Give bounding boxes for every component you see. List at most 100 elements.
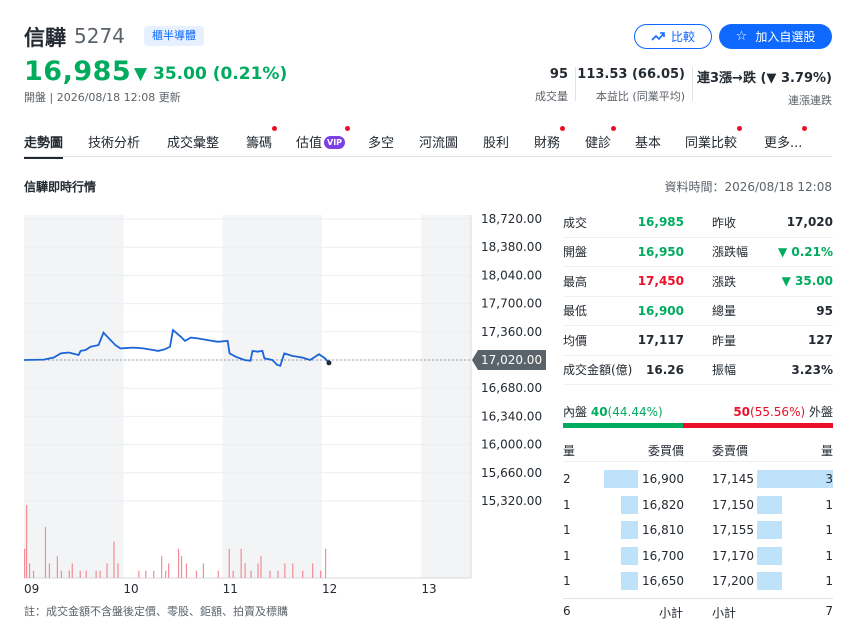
bid-qty: 1 xyxy=(563,548,571,563)
y-tick-label: 18,040.00 xyxy=(481,268,542,282)
ask-price[interactable]: 17,145 xyxy=(712,472,754,486)
tab-label: 走勢圖 xyxy=(24,136,64,151)
quote-value: ▼ 0.21% xyxy=(777,244,833,259)
x-tick-label: 11 xyxy=(223,582,238,596)
section-title: 信驊即時行情 xyxy=(24,180,97,194)
price-change: ▼ 35.00 (0.21%) xyxy=(134,64,287,84)
ask-volume-bar xyxy=(757,546,782,565)
volume-bar xyxy=(32,570,35,578)
data-time: 資料時間：2026/08/18 12:08 xyxy=(664,180,832,194)
price-change-value: 35.00 (0.21%) xyxy=(153,64,288,84)
volume-bar xyxy=(161,556,163,578)
update-time: 開盤 | 2026/08/18 12:08 更新 xyxy=(24,91,181,104)
bid-price[interactable]: 16,810 xyxy=(642,523,684,537)
notification-dot xyxy=(802,126,808,131)
industry-tag[interactable]: 櫃半導體 xyxy=(144,26,204,46)
stock-code: 5274 xyxy=(74,24,125,48)
ask-price[interactable]: 17,170 xyxy=(712,548,754,563)
reference-label: 17,020.00 xyxy=(481,353,542,367)
quote-value: 3.23% xyxy=(791,362,833,377)
bid-volume-bar xyxy=(621,572,638,590)
compare-icon xyxy=(651,31,665,41)
notification-dot xyxy=(737,126,743,131)
ask-price[interactable]: 17,150 xyxy=(712,497,754,512)
volume-bar xyxy=(68,570,70,578)
order-book-header: 量 委買價 委賣價 量 xyxy=(563,442,833,462)
stat-volume-label: 成交量 xyxy=(535,90,568,103)
quote-row: 均價 17,117 昨量 127 xyxy=(563,326,833,356)
order-book-row: 1 16,700 17,170 1 xyxy=(563,543,833,568)
tab-item[interactable]: 技術分析 xyxy=(88,132,140,157)
ask-qty: 1 xyxy=(825,548,833,563)
stat-pe: 113.53 (66.05) 本益比 (同業平均) xyxy=(577,67,685,104)
inner-pct: (44.44%) xyxy=(607,405,663,419)
ask-qty: 1 xyxy=(825,523,833,537)
ask-price[interactable]: 17,155 xyxy=(712,523,754,537)
y-tick-label: 15,660.00 xyxy=(481,466,542,480)
tab-item[interactable]: 財務 xyxy=(534,126,566,157)
outer-label: 外盤 xyxy=(808,405,833,419)
bid-volume-bar xyxy=(621,546,638,565)
quote-label: 總量 xyxy=(712,304,737,319)
tab-item[interactable]: 基本 xyxy=(635,132,661,157)
tab-item[interactable]: 股利 xyxy=(483,132,509,157)
tab-item[interactable]: 成交彙整 xyxy=(167,132,219,157)
quote-label: 振幅 xyxy=(712,363,737,378)
notification-dot xyxy=(272,126,278,131)
tab-item[interactable]: 估值 VIP xyxy=(296,126,351,157)
tab-item[interactable]: 多空 xyxy=(368,132,394,157)
stock-name: 信驊 xyxy=(24,26,66,50)
order-book-row: 1 16,810 17,155 1 xyxy=(563,517,833,542)
ask-qty-header: 量 xyxy=(820,444,833,458)
quote-value: 16.26 xyxy=(646,362,684,377)
volume-bar xyxy=(260,556,262,578)
hour-band xyxy=(222,215,322,578)
volume-bar xyxy=(244,563,246,578)
tab-label: 籌碼 xyxy=(246,136,273,151)
bid-price[interactable]: 16,900 xyxy=(642,472,684,486)
outer-bar xyxy=(682,423,833,428)
add-watchlist-button[interactable]: ☆ 加入自選股 xyxy=(719,24,832,49)
tab-label: 財務 xyxy=(534,136,561,151)
volume-bar xyxy=(292,563,294,578)
star-icon: ☆ xyxy=(735,29,748,44)
quote-row: 最低 16,900 總量 95 xyxy=(563,297,833,326)
ask-volume-bar xyxy=(757,470,833,488)
bid-price[interactable]: 16,650 xyxy=(642,574,684,588)
notification-dot xyxy=(345,126,351,131)
tab-item[interactable]: 健診 xyxy=(585,126,617,157)
tab-item[interactable]: 更多... xyxy=(764,126,808,157)
volume-bar xyxy=(324,548,327,578)
volume-bar xyxy=(25,505,28,578)
volume-bar xyxy=(71,563,73,578)
y-tick-label: 16,000.00 xyxy=(481,438,542,452)
notification-dot xyxy=(611,126,617,131)
intraday-chart[interactable]: 18,720.00 18,380.00 18,040.00 17,700.00 17,3… xyxy=(0,205,560,600)
tab-item[interactable]: 籌碼 xyxy=(246,126,278,157)
tab-item[interactable]: 同業比較 xyxy=(685,126,743,157)
quote-value: 95 xyxy=(816,303,833,318)
volume-bar xyxy=(177,548,180,578)
inner-outer-bar xyxy=(563,423,833,428)
bid-qty-header: 量 xyxy=(563,444,576,458)
bid-price[interactable]: 16,820 xyxy=(642,497,684,512)
tab-item[interactable]: 走勢圖 xyxy=(24,132,64,159)
ask-qty: 1 xyxy=(825,497,833,512)
quote-row: 開盤 16,950 漲跌幅 ▼ 0.21% xyxy=(563,238,833,267)
x-tick-label: 09 xyxy=(24,582,39,596)
ask-volume-bar xyxy=(757,495,782,514)
bid-price[interactable]: 16,700 xyxy=(642,548,684,563)
quote-value: 17,117 xyxy=(637,333,684,348)
tab-label: 健診 xyxy=(585,136,612,151)
volume-bar xyxy=(302,570,304,578)
quote-label: 成交 xyxy=(563,215,588,230)
order-book-footer: 6 小計 小計 7 xyxy=(563,598,833,620)
tab-divider xyxy=(24,156,832,157)
compare-button[interactable]: 比較 xyxy=(634,24,712,49)
volume-bar xyxy=(165,570,167,578)
ask-price[interactable]: 17,200 xyxy=(712,574,754,588)
tab-label: 成交彙整 xyxy=(167,136,220,151)
y-tick-label: 16,340.00 xyxy=(481,409,542,423)
bid-volume-bar xyxy=(604,470,638,488)
tab-item[interactable]: 河流圖 xyxy=(419,132,458,157)
